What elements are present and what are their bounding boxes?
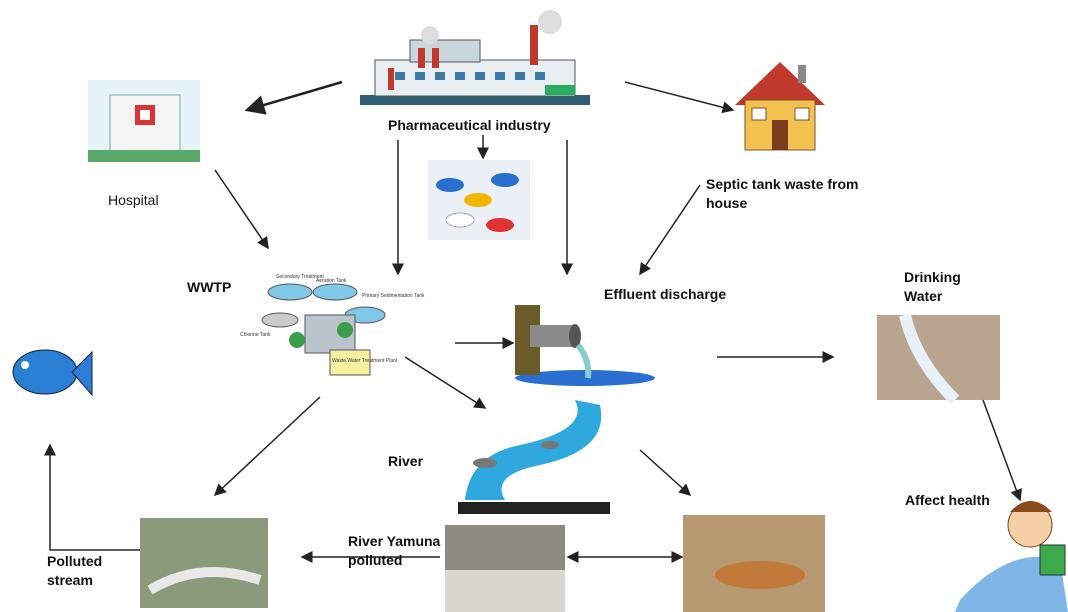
wwtp-part-label: Primary Sedimentation Tank	[362, 293, 425, 299]
label: Polluted stream	[47, 552, 117, 590]
hospital-icon	[88, 80, 200, 162]
pills-icon	[428, 160, 530, 240]
house-icon	[735, 62, 825, 150]
wwtp-part-label: Waste Water Treatment Plant	[332, 358, 398, 364]
child-icon	[955, 501, 1068, 612]
factory-icon	[360, 10, 590, 105]
artwork: Secondary Treatment Aeration Tank Primar…	[0, 0, 1068, 612]
label: River Yamuna polluted	[348, 532, 463, 570]
arrow	[640, 450, 690, 495]
arrow	[640, 185, 700, 274]
label: Septic tank waste from house	[706, 175, 896, 213]
polluted-stream-photo	[140, 518, 268, 608]
arrow	[247, 82, 342, 110]
arrow	[215, 170, 268, 248]
wwtp-part-label: Chlorine Tank	[240, 332, 271, 338]
label: Affect health	[905, 491, 990, 510]
label: Effluent discharge	[604, 285, 726, 304]
cow	[715, 561, 805, 589]
label: WWTP	[187, 278, 231, 297]
label: Hospital	[108, 191, 159, 210]
label: River	[388, 452, 423, 471]
arrow	[983, 400, 1020, 500]
effluent-icon	[515, 305, 655, 386]
fish-icon	[13, 350, 92, 395]
wwtp-icon: Secondary Treatment Aeration Tank Primar…	[240, 274, 425, 375]
diagram: Secondary Treatment Aeration Tank Primar…	[0, 0, 1068, 612]
arrow	[625, 82, 733, 110]
river-icon	[458, 400, 610, 514]
yamuna-foam	[445, 570, 565, 612]
arrow	[50, 445, 140, 550]
wwtp-part-label: Aeration Tank	[316, 278, 347, 284]
arrow	[405, 357, 485, 408]
label: Drinking Water	[904, 268, 979, 306]
arrow	[215, 397, 320, 495]
label: Pharmaceutical industry	[388, 116, 551, 135]
